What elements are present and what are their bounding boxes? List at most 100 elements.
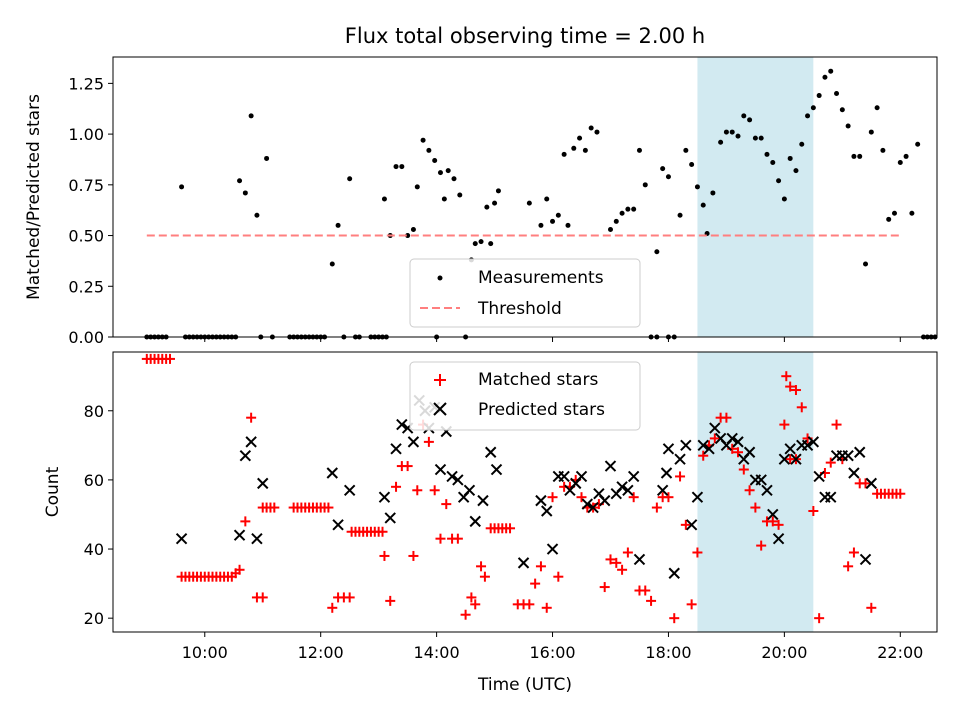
matched-star-point — [391, 481, 402, 492]
measurement-point — [822, 74, 828, 80]
x-tick-label: 22:00 — [877, 643, 923, 662]
predicted-star-point — [767, 508, 779, 521]
matched-star-point — [269, 502, 280, 513]
predicted-star-point — [743, 446, 756, 458]
matched-star-point — [535, 561, 546, 572]
matched-star-point — [452, 533, 463, 544]
matched-star-point — [423, 436, 434, 447]
matched-star-point — [402, 461, 413, 472]
bottom-legend-box — [409, 361, 641, 431]
matched-star-point — [541, 602, 552, 613]
matched-star-point — [669, 613, 680, 624]
matched-star-point — [470, 599, 481, 610]
measurement-point — [582, 147, 588, 153]
matched-star-point — [576, 492, 587, 503]
top-y-tick-label: 0.75 — [68, 176, 104, 195]
matched-star-point — [408, 550, 419, 561]
measurement-point — [851, 153, 857, 159]
measurement-point — [799, 141, 805, 147]
measurement-point — [741, 113, 747, 119]
top-legend: Measurements Threshold — [409, 258, 641, 328]
measurement-point — [237, 178, 243, 184]
measurement-point — [677, 212, 683, 218]
measurement-point — [588, 125, 594, 131]
predicted-star-point — [484, 446, 497, 458]
measurement-point — [770, 160, 776, 166]
predicted-star-point — [726, 432, 738, 445]
predicted-star-point — [558, 470, 570, 483]
top-y-tick-label: 1.25 — [68, 74, 104, 93]
top-y-tick-label: 0.50 — [68, 227, 104, 246]
top-panel: 0.00 0.25 0.50 0.75 1.00 1.25 Matched/Predict… — [24, 56, 938, 347]
matched-star-point — [709, 433, 720, 444]
predicted-star-point — [257, 477, 269, 490]
bottom-y-tick-label: 60 — [84, 471, 104, 490]
predicted-star-point — [784, 443, 796, 455]
measurement-point — [863, 261, 869, 267]
matched-star-point — [781, 371, 792, 382]
bottom-y-tick-label: 20 — [84, 609, 104, 628]
predicted-star-point — [469, 515, 481, 528]
predicted-star-point — [477, 494, 489, 507]
matched-star-point — [412, 485, 423, 496]
matched-star-point — [744, 485, 755, 496]
predicted-star-point — [633, 553, 646, 566]
measurement-point — [432, 157, 438, 163]
measurement-point — [619, 210, 625, 216]
measurement-point — [752, 135, 758, 141]
measurement-point — [420, 137, 426, 143]
measurement-point — [828, 68, 834, 74]
measurement-point — [594, 129, 600, 135]
measurement-point — [880, 147, 886, 153]
measurement-point — [410, 226, 416, 232]
measurement-point — [472, 241, 478, 247]
matched-star-point — [843, 561, 854, 572]
predicted-star-point — [622, 484, 634, 496]
predicted-star-point — [332, 519, 344, 531]
predicted-star-point — [233, 529, 246, 541]
measurement-point — [700, 202, 706, 208]
predicted-star-point — [239, 449, 252, 462]
measurement-point — [660, 166, 666, 172]
measurement-point — [264, 155, 270, 161]
matched-star-point — [622, 547, 633, 558]
predicted-star-point — [616, 481, 628, 493]
predicted-star-point — [390, 443, 402, 455]
matched-star-point — [796, 402, 807, 413]
legend-predicted-label: Predicted stars — [478, 400, 605, 420]
measurement-point — [781, 196, 787, 202]
measurement-point — [665, 174, 671, 180]
matched-star-point — [476, 561, 487, 572]
bottom-y-axis: 20 40 60 80 — [84, 402, 113, 628]
predicted-star-point — [859, 553, 872, 566]
legend-threshold-label: Threshold — [477, 299, 562, 319]
predicted-star-point — [627, 470, 640, 483]
matched-star-point — [831, 419, 842, 430]
measurement-point — [381, 196, 387, 202]
predicted-star-point — [761, 484, 773, 496]
matched-star-point — [240, 516, 251, 527]
measurement-point — [607, 226, 613, 232]
matched-star-point — [460, 609, 471, 620]
predicted-star-point — [842, 449, 854, 462]
legend-measurements-label: Measurements — [478, 268, 604, 288]
matched-star-point — [441, 499, 452, 510]
matched-star-point — [553, 571, 564, 582]
predicted-star-point — [825, 491, 837, 503]
matched-star-point — [640, 585, 651, 596]
legend-predicted-marker — [433, 402, 447, 416]
matched-star-point — [530, 578, 541, 589]
measurement-point — [399, 164, 405, 170]
matched-star-point — [547, 492, 558, 503]
predicted-star-point — [848, 467, 860, 479]
top-highlight-span — [697, 57, 814, 337]
measurement-point — [484, 204, 490, 210]
x-tick-label: 14:00 — [414, 643, 460, 662]
measurement-point — [625, 206, 631, 212]
predicted-star-point — [581, 498, 594, 510]
predicted-star-point — [680, 439, 692, 452]
predicted-star-point — [790, 453, 802, 465]
measurement-point — [718, 139, 724, 145]
measurement-point — [571, 145, 577, 151]
